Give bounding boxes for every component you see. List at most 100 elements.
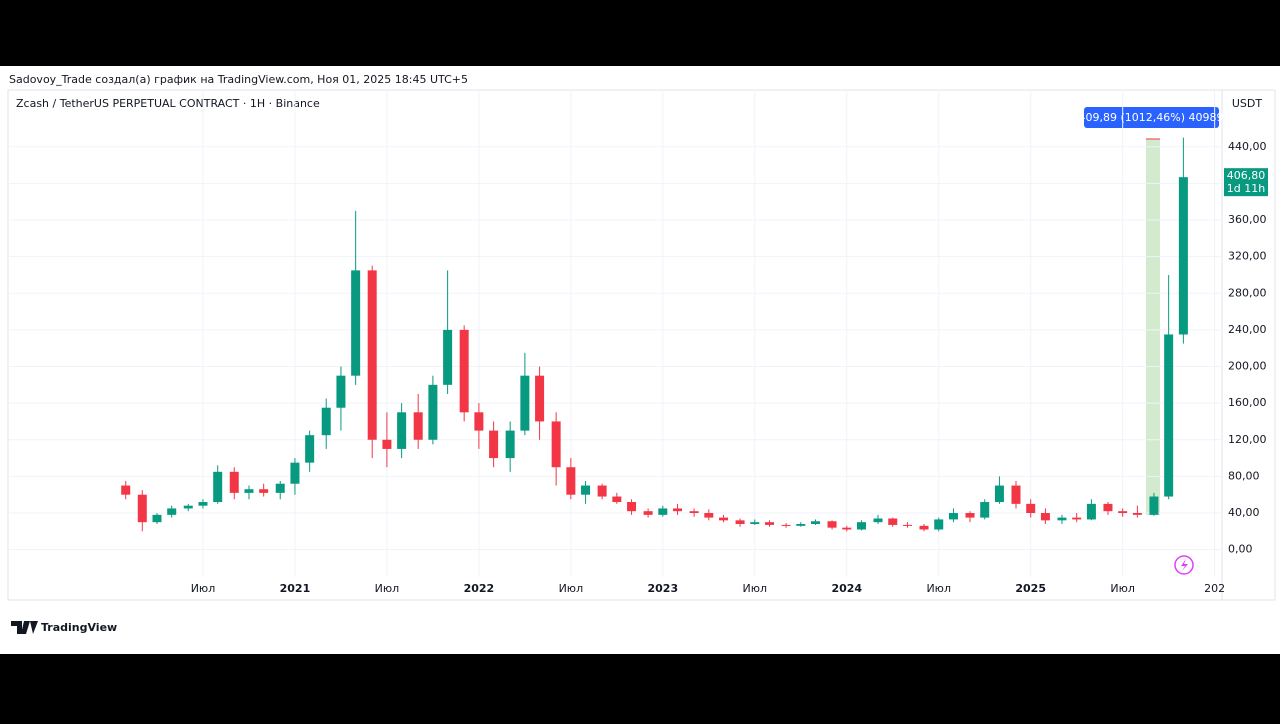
candle-body xyxy=(965,513,975,518)
candle-body xyxy=(443,329,453,385)
candle-body xyxy=(259,489,269,493)
candle-body xyxy=(704,513,714,518)
candle-body xyxy=(152,514,162,523)
candle-body xyxy=(765,522,775,525)
candle-body xyxy=(856,522,866,530)
candle-body xyxy=(535,375,545,422)
candle-body xyxy=(750,522,760,525)
candle-body xyxy=(474,412,484,431)
x-tick-label: 2024 xyxy=(831,582,862,595)
x-tick-label: 202 xyxy=(1204,582,1225,595)
caption: Sadovoy_Trade создал(а) график на Tradin… xyxy=(9,73,468,86)
x-tick-label: Июл xyxy=(743,582,768,595)
chart-frame xyxy=(7,89,1276,601)
candle-body xyxy=(781,524,791,526)
x-tick-label: 2023 xyxy=(648,582,679,595)
countdown: 1d 11h xyxy=(1227,182,1265,195)
candle-body xyxy=(459,329,469,413)
alert-icon xyxy=(1174,555,1194,575)
candle-body xyxy=(1057,517,1067,521)
candle-body xyxy=(520,375,530,431)
measure-box xyxy=(1084,107,1219,128)
candle-body xyxy=(689,511,699,514)
candle-body xyxy=(735,520,745,525)
candle-body xyxy=(505,430,515,459)
candle-body xyxy=(167,508,177,515)
candle-body xyxy=(1011,485,1021,504)
candle-body xyxy=(1132,513,1142,515)
x-tick-label: Июл xyxy=(926,582,951,595)
candle-body xyxy=(1086,503,1096,520)
candle-body xyxy=(1164,334,1174,497)
y-tick-label: 240,00 xyxy=(1228,323,1267,336)
candle-body xyxy=(183,505,193,509)
candle-body xyxy=(919,525,929,530)
candle-body xyxy=(551,421,561,468)
symbol: Zcash / TetherUS PERPETUAL CONTRACT · 1H… xyxy=(16,97,320,110)
candle-body xyxy=(980,502,990,518)
candle-body xyxy=(1149,496,1159,515)
x-tick-label: Июл xyxy=(559,582,584,595)
price-tag xyxy=(1224,168,1268,197)
candle-body xyxy=(1118,511,1128,514)
panel xyxy=(0,66,1280,654)
y-tick-label: 320,00 xyxy=(1228,250,1267,263)
y-tick-label: 0,00 xyxy=(1228,543,1253,556)
candle-body xyxy=(597,485,607,497)
candle-body xyxy=(351,270,361,376)
y-tick-label: 280,00 xyxy=(1228,286,1267,299)
candle-body xyxy=(612,496,622,503)
candle-body xyxy=(305,435,315,463)
candle-body xyxy=(137,494,147,523)
x-tick-label: 2021 xyxy=(280,582,311,595)
y-tick-label: 80,00 xyxy=(1228,469,1260,482)
candle-body xyxy=(1072,517,1082,520)
candle-body xyxy=(275,483,285,493)
candle-body xyxy=(994,485,1004,503)
y-tick-label: 120,00 xyxy=(1228,433,1267,446)
plot xyxy=(8,90,1222,577)
logo-mark xyxy=(11,621,38,634)
x-tick-label: Июл xyxy=(1110,582,1135,595)
candle-body xyxy=(627,502,637,512)
candle-body xyxy=(1026,503,1036,514)
candle-body xyxy=(229,471,239,493)
candle-body xyxy=(1040,513,1050,521)
candle-body xyxy=(888,518,898,525)
candle-body xyxy=(1178,177,1188,335)
y-tick-label: 40,00 xyxy=(1228,506,1260,519)
candle-body xyxy=(413,412,423,440)
candle-body xyxy=(934,519,944,530)
candle-body xyxy=(244,489,254,493)
candle-body xyxy=(428,384,438,440)
x-tick-label: 2025 xyxy=(1015,582,1046,595)
y-tick-label: 440,00 xyxy=(1228,140,1267,153)
candle-body xyxy=(658,508,668,515)
candle-body xyxy=(719,517,729,521)
currency: USDT xyxy=(1232,97,1263,110)
candle-body xyxy=(673,508,683,512)
price-label: 406,80 xyxy=(1227,169,1266,182)
logo: TradingView xyxy=(41,621,117,634)
candle-body xyxy=(336,375,346,408)
candle-body xyxy=(842,527,852,530)
alert-bolt xyxy=(1181,559,1188,571)
candle-body xyxy=(902,524,912,526)
measure-label: 409,89 (1012,46%) 40989 xyxy=(1079,111,1224,124)
candle-body xyxy=(948,513,958,520)
candle-body xyxy=(643,511,653,515)
candle-body xyxy=(873,518,883,523)
candle-body xyxy=(810,521,820,525)
x-tick-label: Июл xyxy=(375,582,400,595)
x-tick-label: Июл xyxy=(191,582,216,595)
candle-body xyxy=(566,467,576,495)
candle-body xyxy=(213,471,223,503)
candle-body xyxy=(367,270,377,440)
candle-body xyxy=(290,462,300,484)
candle-body xyxy=(796,524,806,526)
candle-body xyxy=(198,502,208,506)
candle-body xyxy=(581,485,591,495)
y-tick-label: 360,00 xyxy=(1228,213,1267,226)
